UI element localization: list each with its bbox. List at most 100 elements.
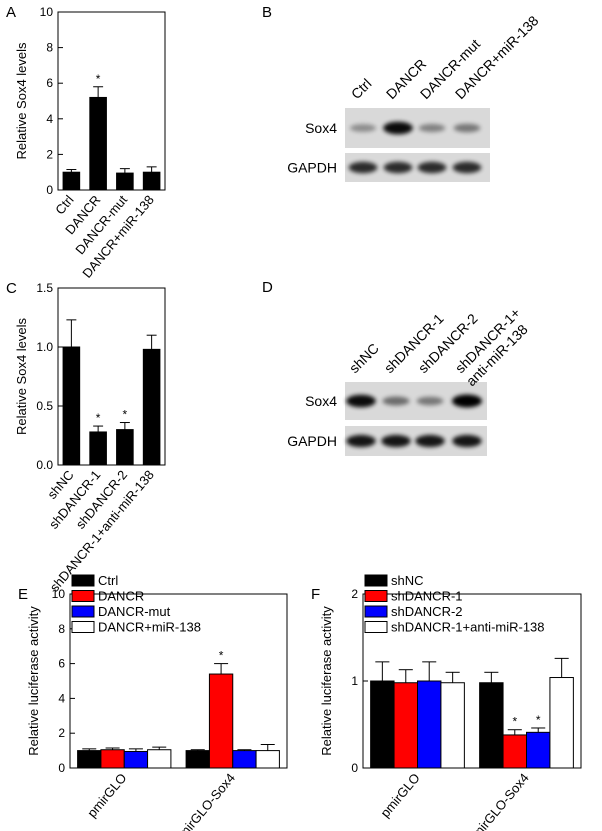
bar (208, 673, 234, 769)
legend-swatch (364, 605, 388, 618)
y-tick-label: 8 (58, 622, 65, 636)
significance-mark: * (123, 408, 128, 422)
y-tick-label: 0 (46, 183, 53, 197)
x-tick-label: pmirGLO-Sox4 (171, 770, 238, 831)
bar (393, 682, 419, 769)
bar (147, 749, 172, 769)
x-tick-label: pmirGLO (84, 770, 129, 820)
legend-label: shNC (391, 573, 424, 588)
y-tick-label: 2 (351, 587, 358, 601)
y-tick-label: 2 (58, 726, 65, 740)
bar (370, 680, 395, 769)
blot-band (418, 123, 446, 133)
blot-band (417, 161, 447, 174)
blot-band (381, 434, 411, 448)
y-tick-label: 1.0 (36, 340, 53, 354)
bar (479, 682, 504, 769)
bar (116, 429, 134, 466)
y-axis-label: Relative luciferase activity (26, 606, 41, 756)
bar (89, 431, 107, 466)
plot-frame (57, 11, 166, 191)
bar (440, 682, 465, 769)
y-tick-label: 2 (46, 147, 53, 161)
bar (185, 750, 210, 769)
bar (502, 734, 528, 769)
legend-swatch (364, 574, 388, 587)
bar (62, 346, 81, 466)
legend-label: DANCR-mut (98, 604, 171, 619)
bar (549, 677, 574, 769)
bar (89, 96, 107, 191)
blot-row-label: Sox4 (305, 120, 337, 136)
panel-label: B (262, 4, 272, 21)
blot-band (382, 396, 410, 406)
legend-label: DANCR (98, 589, 144, 604)
bar (255, 750, 280, 769)
bar (100, 749, 125, 769)
blot-band (346, 434, 376, 448)
y-tick-label: 0 (351, 761, 358, 775)
blot-band (452, 161, 482, 174)
blot-band (349, 124, 377, 132)
panel-label: A (6, 4, 16, 21)
y-tick-label: 10 (52, 587, 66, 601)
y-axis-label: Relative luciferase activity (319, 606, 334, 756)
bar (62, 171, 81, 191)
legend-label: shDANCR-2 (391, 604, 463, 619)
lane-label: shNC (346, 340, 382, 376)
plot-frame (57, 287, 166, 466)
significance-mark: * (219, 649, 224, 663)
panel-label: E (18, 586, 28, 603)
x-tick-label: pmirGLO-Sox4 (465, 770, 532, 831)
bar (142, 348, 161, 466)
blot-row-label: Sox4 (305, 393, 337, 409)
blot-band (383, 161, 413, 174)
bar (116, 172, 134, 191)
legend-label: DANCR+miR-138 (98, 620, 201, 635)
y-tick-label: 4 (58, 691, 65, 705)
significance-mark: * (96, 411, 101, 425)
blot-band (346, 394, 376, 408)
y-tick-label: 1 (351, 674, 358, 688)
legend-swatch (71, 605, 95, 618)
y-tick-label: 10 (40, 5, 54, 19)
y-axis-label: Relative Sox4 levels (14, 42, 29, 160)
legend-label: shDANCR-1 (391, 589, 463, 604)
y-tick-label: 1.5 (36, 281, 53, 295)
bar (123, 750, 149, 769)
y-tick-label: 4 (46, 112, 53, 126)
blot-band (452, 394, 482, 408)
plot-frame (69, 593, 288, 769)
panel-label: C (6, 280, 17, 297)
bar (417, 680, 442, 769)
blot-band (383, 121, 413, 135)
y-axis-label: Relative Sox4 levels (14, 317, 29, 435)
blot-band (416, 396, 444, 406)
significance-mark: * (512, 715, 517, 729)
bar (142, 171, 161, 191)
blot-band (452, 434, 482, 448)
legend-label: shDANCR-1+anti-miR-138 (391, 620, 545, 635)
panel-label: D (262, 279, 273, 296)
legend-label: Ctrl (98, 573, 118, 588)
lane-label: Ctrl (348, 75, 375, 102)
x-tick-label: pmirGLO (377, 770, 422, 820)
y-tick-label: 6 (46, 76, 53, 90)
legend-swatch (71, 621, 95, 633)
blot-row-label: GAPDH (287, 160, 337, 176)
blot-row-label: GAPDH (287, 433, 337, 449)
blot-band (348, 161, 378, 174)
bar (232, 750, 257, 769)
blot-band (453, 123, 481, 133)
y-tick-label: 0.5 (36, 399, 53, 413)
significance-mark: * (96, 72, 101, 86)
y-tick-label: 6 (58, 657, 65, 671)
legend-swatch (71, 590, 95, 602)
legend-swatch (364, 621, 388, 633)
panel-label: F (311, 586, 320, 603)
blot-band (415, 434, 445, 448)
legend-swatch (71, 574, 95, 587)
y-tick-label: 8 (46, 41, 53, 55)
y-tick-label: 0 (58, 761, 65, 775)
